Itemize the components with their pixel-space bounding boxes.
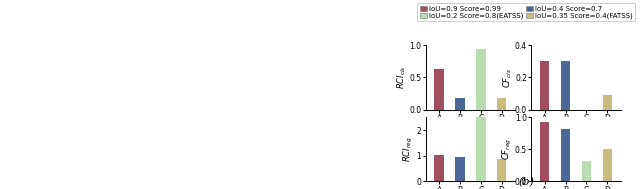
- Y-axis label: $CF_{cls}$: $CF_{cls}$: [501, 67, 513, 88]
- Bar: [476, 117, 486, 181]
- Bar: [497, 159, 506, 181]
- Bar: [455, 98, 465, 110]
- Legend: IoU=0.9 Score=0.99, IoU=0.2 Score=0.8(EATSS), IoU=0.4 Score=0.7, IoU=0.35 Score=: IoU=0.9 Score=0.99, IoU=0.2 Score=0.8(EA…: [417, 3, 636, 21]
- Bar: [582, 161, 591, 181]
- Bar: [603, 149, 612, 181]
- Y-axis label: $CF_{reg}$: $CF_{reg}$: [500, 138, 513, 160]
- Y-axis label: $RCI_{cls}$: $RCI_{cls}$: [396, 66, 408, 89]
- Bar: [561, 61, 570, 110]
- Bar: [540, 61, 549, 110]
- Bar: [561, 129, 570, 181]
- Bar: [435, 155, 444, 181]
- Text: (b): (b): [518, 177, 534, 187]
- Bar: [497, 98, 506, 110]
- Bar: [476, 49, 486, 110]
- Bar: [540, 122, 549, 181]
- Y-axis label: $RCI_{reg}$: $RCI_{reg}$: [402, 136, 415, 162]
- Bar: [603, 95, 612, 110]
- Bar: [455, 157, 465, 181]
- Bar: [435, 69, 444, 110]
